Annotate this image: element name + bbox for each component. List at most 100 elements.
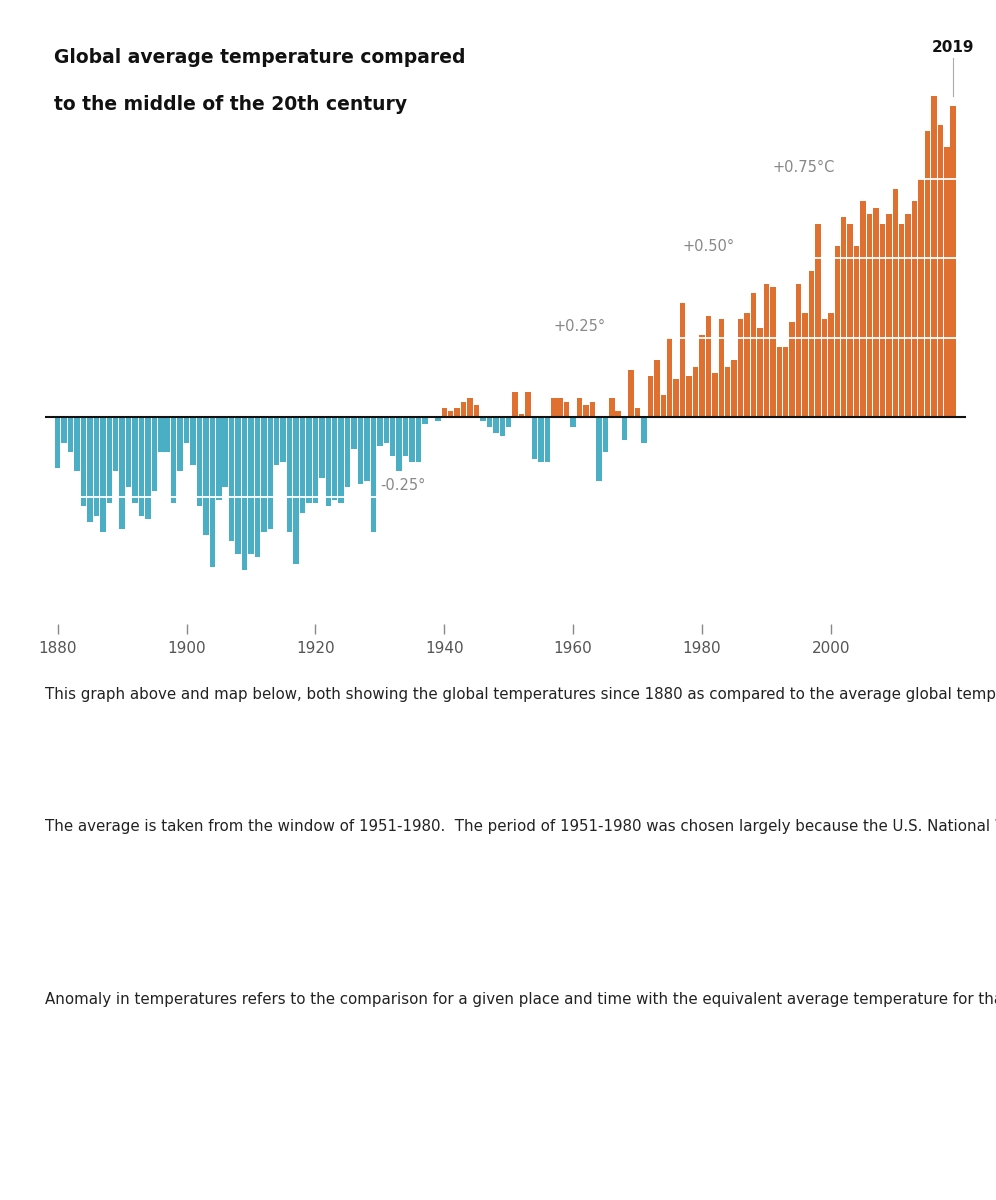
Bar — [790, 322, 795, 418]
Bar — [396, 418, 402, 472]
Bar — [158, 418, 163, 452]
Bar — [654, 360, 659, 418]
Bar — [229, 418, 234, 541]
Bar — [222, 418, 228, 487]
Bar — [268, 418, 273, 529]
Bar — [918, 179, 923, 418]
Bar — [55, 418, 61, 468]
Bar — [339, 418, 344, 503]
Bar — [500, 418, 505, 437]
Bar — [712, 373, 717, 418]
Bar — [281, 418, 286, 462]
Bar — [590, 402, 596, 418]
Text: to the middle of the 20th century: to the middle of the 20th century — [54, 95, 407, 114]
Bar — [306, 418, 312, 503]
Bar — [81, 418, 87, 506]
Text: -0.25°: -0.25° — [379, 478, 425, 493]
Bar — [937, 125, 943, 418]
Bar — [294, 418, 299, 564]
Bar — [184, 418, 189, 443]
Bar — [931, 96, 936, 418]
Bar — [461, 402, 466, 418]
Bar — [532, 418, 537, 458]
Bar — [879, 223, 885, 418]
Text: +0.25°: +0.25° — [554, 319, 606, 334]
Text: +0.50°: +0.50° — [682, 239, 735, 254]
Bar — [326, 418, 331, 506]
Bar — [892, 188, 898, 418]
Bar — [815, 223, 821, 418]
Bar — [287, 418, 293, 532]
Bar — [480, 418, 486, 420]
Bar — [744, 312, 750, 418]
Bar — [693, 366, 698, 418]
Bar — [409, 418, 414, 462]
Bar — [467, 398, 473, 418]
Bar — [383, 418, 389, 443]
Bar — [196, 418, 202, 506]
Bar — [313, 418, 318, 503]
Bar — [731, 360, 737, 418]
Text: Anomaly in temperatures refers to the comparison for a given place and time with: Anomaly in temperatures refers to the co… — [45, 992, 996, 1007]
Bar — [107, 418, 112, 503]
Bar — [274, 418, 280, 466]
Bar — [203, 418, 208, 535]
Bar — [512, 392, 518, 418]
Bar — [216, 418, 221, 500]
Bar — [441, 408, 447, 418]
Bar — [622, 418, 627, 439]
Bar — [725, 366, 730, 418]
Bar — [764, 284, 769, 418]
Bar — [519, 414, 524, 418]
Bar — [647, 376, 653, 418]
Bar — [686, 376, 692, 418]
Bar — [558, 398, 563, 418]
Bar — [300, 418, 305, 512]
Bar — [899, 223, 904, 418]
Bar — [551, 398, 557, 418]
Bar — [248, 418, 254, 554]
Bar — [835, 246, 840, 418]
Bar — [345, 418, 351, 487]
Bar — [448, 412, 453, 418]
Bar — [358, 418, 364, 484]
Bar — [177, 418, 183, 472]
Bar — [673, 379, 679, 418]
Bar — [319, 418, 325, 478]
Bar — [525, 392, 531, 418]
Bar — [616, 412, 621, 418]
Bar — [506, 418, 511, 427]
Bar — [803, 312, 808, 418]
Bar — [597, 418, 602, 481]
Bar — [783, 348, 789, 418]
Bar — [415, 418, 421, 462]
Bar — [905, 214, 911, 418]
Bar — [944, 148, 949, 418]
Bar — [777, 348, 782, 418]
Bar — [145, 418, 150, 520]
Bar — [255, 418, 260, 557]
Bar — [757, 329, 763, 418]
Bar — [667, 338, 672, 418]
Bar — [390, 418, 395, 456]
Bar — [634, 408, 640, 418]
Bar — [493, 418, 499, 433]
Text: +0.75°C: +0.75°C — [773, 160, 836, 175]
Bar — [848, 223, 853, 418]
Bar — [422, 418, 427, 424]
Bar — [796, 284, 802, 418]
Bar — [628, 370, 633, 418]
Bar — [261, 418, 267, 532]
Bar — [113, 418, 119, 472]
Bar — [171, 418, 176, 503]
Text: The average is taken from the window of 1951-1980.  The period of 1951-1980 was : The average is taken from the window of … — [45, 820, 996, 834]
Bar — [62, 418, 67, 443]
Bar — [718, 319, 724, 418]
Bar — [564, 402, 570, 418]
Bar — [435, 418, 440, 420]
Bar — [88, 418, 93, 522]
Bar — [584, 404, 589, 418]
Bar — [120, 418, 124, 529]
Bar — [660, 395, 666, 418]
Bar — [377, 418, 382, 446]
